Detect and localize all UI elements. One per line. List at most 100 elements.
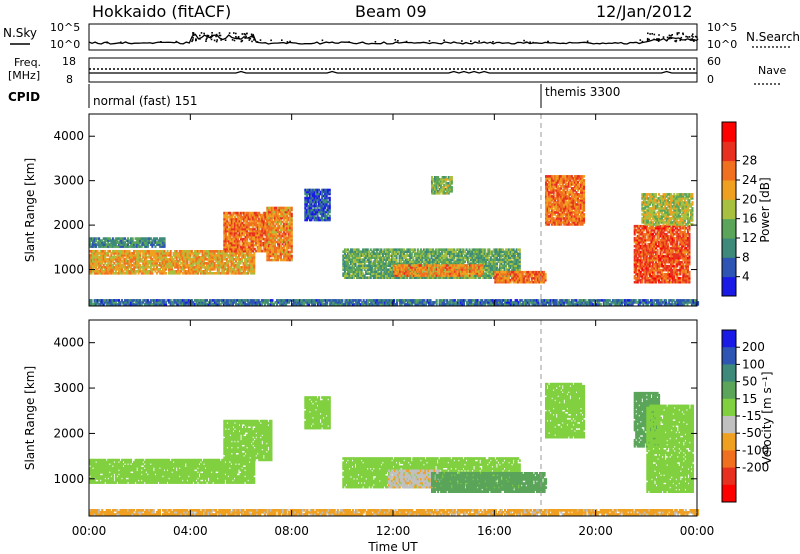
heatmap-cell: [415, 252, 418, 255]
heatmap-cell: [145, 258, 148, 261]
heatmap-cell: [530, 274, 533, 278]
heatmap-cell: [476, 252, 479, 255]
heatmap-cell: [343, 256, 346, 259]
heatmap-cell: [243, 211, 246, 215]
heatmap-cell: [240, 231, 243, 235]
heatmap-cell: [406, 272, 409, 275]
heatmap-cell: [269, 246, 272, 250]
heatmap-cell: [345, 276, 348, 279]
heatmap-cell: [491, 262, 494, 265]
heatmap-cell: [397, 252, 400, 255]
heatmap-cell: [381, 260, 384, 263]
nsearch-dot: [668, 34, 671, 37]
heatmap-cell: [155, 254, 158, 257]
heatmap-cell: [304, 212, 307, 216]
heatmap-cell: [473, 268, 476, 271]
heatmap-cell: [378, 254, 381, 257]
heatmap-cell: [172, 270, 175, 273]
heatmap-cell: [377, 254, 380, 257]
heatmap-cell: [227, 272, 230, 275]
heatmap-cell: [281, 250, 284, 254]
heatmap-cell: [163, 262, 166, 265]
heatmap-cell: [450, 258, 453, 261]
nsearch-dot: [236, 37, 238, 40]
heatmap-cell: [89, 254, 92, 257]
heatmap-cell: [346, 248, 349, 251]
heatmap-cell: [384, 268, 387, 271]
heatmap-cell: [395, 256, 398, 259]
heatmap-cell: [424, 274, 427, 277]
heatmap-cell: [474, 276, 477, 279]
heatmap-cell: [102, 254, 105, 257]
heatmap-cell: [192, 254, 195, 257]
heatmap-cell: [530, 276, 533, 280]
heatmap-cell: [477, 276, 480, 279]
heatmap-cell: [105, 252, 108, 255]
heatmap-cell: [137, 237, 140, 240]
heatmap-cell: [233, 225, 236, 229]
heatmap-cell: [404, 250, 407, 253]
heatmap-cell: [343, 254, 346, 257]
heatmap-cell: [454, 276, 457, 279]
heatmap-cell: [99, 268, 102, 271]
heatmap-cell: [127, 252, 130, 255]
heatmap-cell: [264, 247, 267, 251]
heatmap-cell: [432, 264, 435, 267]
heatmap-cell: [259, 241, 262, 245]
heatmap-cell: [374, 274, 377, 277]
nsearch-dot: [461, 40, 463, 42]
heatmap-cell: [253, 252, 256, 255]
heatmap-cell: [316, 192, 319, 196]
heatmap-cell: [184, 266, 187, 269]
heatmap-cell: [391, 256, 394, 259]
heatmap-cell: [120, 268, 123, 271]
heatmap-cell: [351, 268, 354, 271]
heatmap-cell: [418, 258, 421, 261]
heatmap-cell: [251, 260, 254, 263]
heatmap-cell: [247, 252, 250, 255]
heatmap-cell: [500, 272, 503, 276]
heatmap-cell: [223, 215, 226, 219]
nsearch-dot: [235, 32, 237, 35]
heatmap-cell: [238, 258, 241, 261]
heatmap-cell: [545, 205, 548, 208]
heatmap-cell: [269, 234, 272, 238]
heatmap-cell: [252, 249, 255, 253]
heatmap-cell: [253, 239, 256, 243]
heatmap-cell: [517, 280, 520, 284]
heatmap-cell: [160, 264, 163, 267]
heatmap-cell: [120, 250, 123, 253]
heatmap-cell: [246, 241, 249, 245]
heatmap-cell: [280, 222, 283, 226]
figure-title: Hokkaido (fitACF): [92, 2, 231, 21]
heatmap-cell: [541, 274, 544, 278]
heatmap-cell: [133, 266, 136, 269]
heatmap-cell: [486, 266, 489, 269]
heatmap-cell: [273, 224, 276, 228]
heatmap-cell: [251, 254, 254, 257]
heatmap-cell: [278, 246, 281, 250]
heatmap-cell: [201, 258, 204, 261]
heatmap-cell: [412, 248, 415, 251]
heatmap-cell: [273, 254, 276, 258]
heatmap-cell: [360, 270, 363, 273]
heatmap-cell: [414, 272, 417, 275]
heatmap-cell: [163, 237, 166, 240]
heatmap-cell: [139, 252, 142, 255]
heatmap-cell: [381, 272, 384, 275]
heatmap-cell: [473, 264, 476, 267]
heatmap-cell: [462, 262, 465, 265]
heatmap-cell: [104, 260, 107, 263]
heatmap-cell: [262, 241, 265, 245]
heatmap-cell: [362, 254, 365, 257]
heatmap-cell: [192, 268, 195, 271]
heatmap-cell: [479, 256, 482, 259]
heatmap-cell: [486, 274, 489, 277]
heatmap-cell: [195, 264, 198, 267]
heatmap-cell: [233, 215, 236, 219]
heatmap-cell: [308, 208, 311, 212]
heatmap-cell: [524, 280, 527, 284]
heatmap-cell: [226, 229, 229, 233]
heatmap-cell: [424, 254, 427, 257]
heatmap-cell: [114, 260, 117, 263]
